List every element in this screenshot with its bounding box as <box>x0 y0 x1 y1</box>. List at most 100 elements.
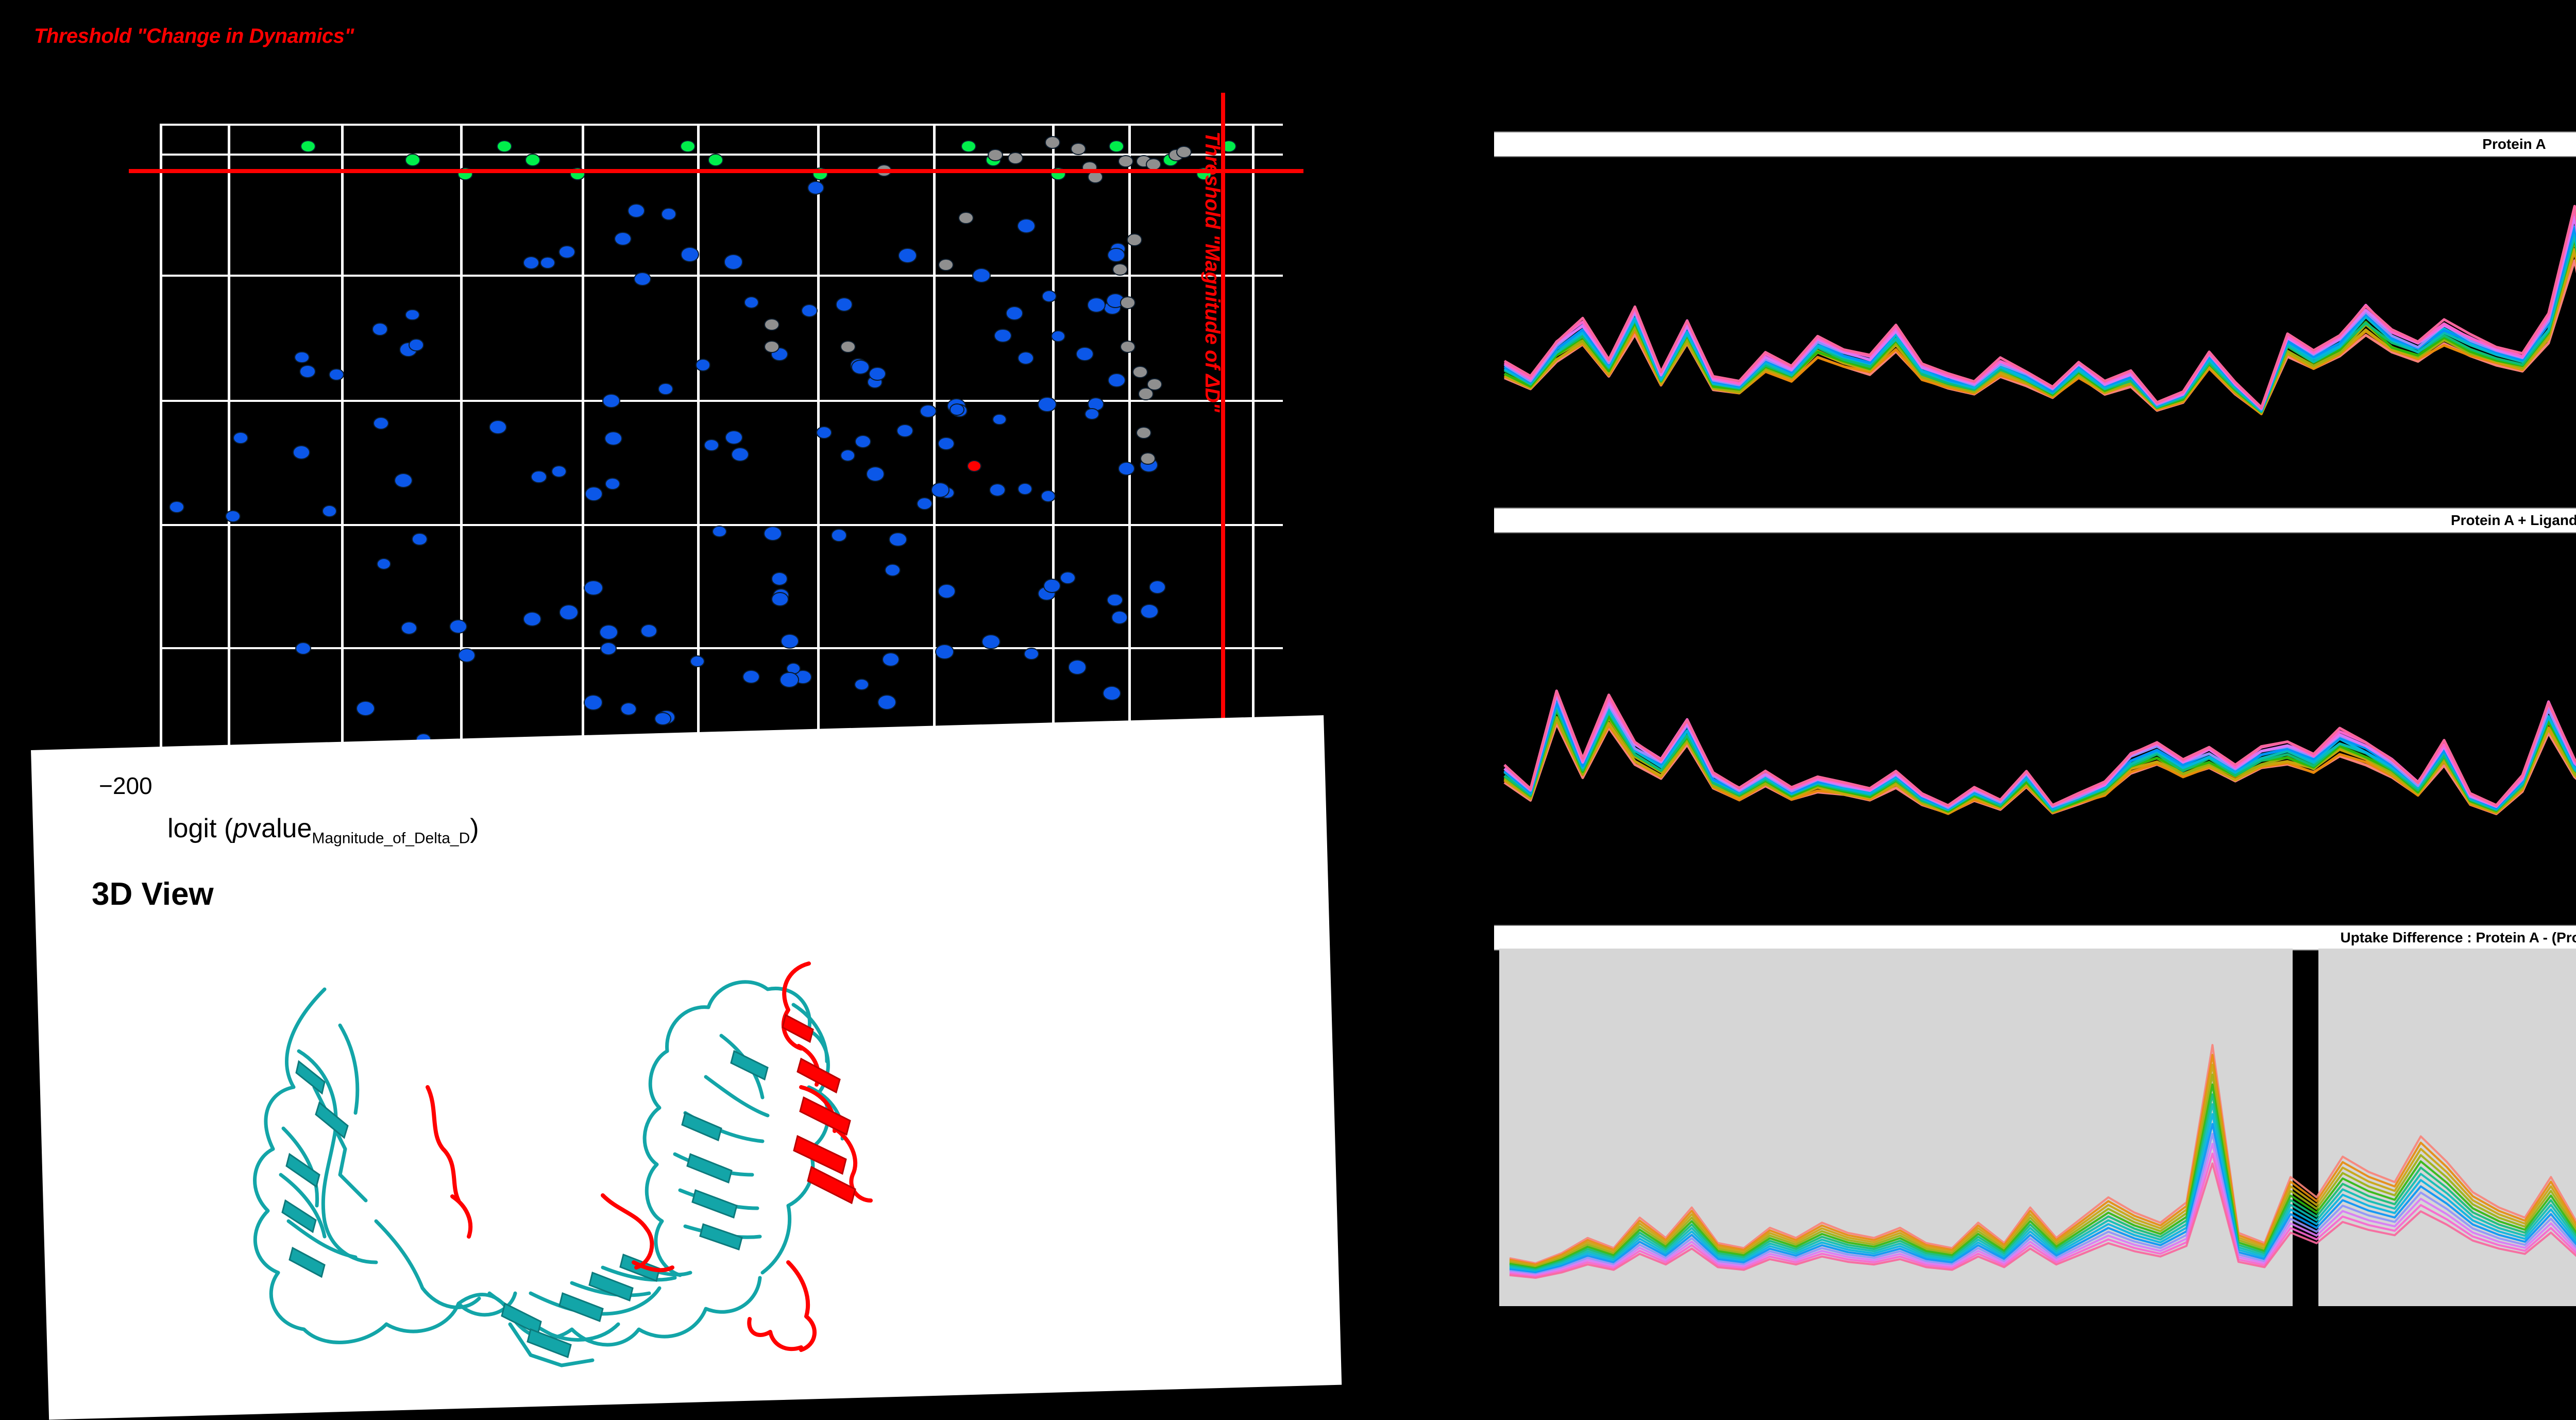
volcano-point[interactable] <box>299 365 316 378</box>
volcano-point[interactable] <box>523 256 540 270</box>
volcano-point[interactable] <box>602 393 620 408</box>
volcano-point[interactable] <box>600 642 617 656</box>
volcano-point[interactable] <box>1117 155 1133 168</box>
volcano-point[interactable] <box>584 486 603 501</box>
volcano-point[interactable] <box>295 641 312 655</box>
volcano-point[interactable] <box>835 297 853 312</box>
volcano-point[interactable] <box>930 482 950 498</box>
volcano-point[interactable] <box>1068 660 1087 675</box>
volcano-point[interactable] <box>938 436 955 451</box>
volcano-point[interactable] <box>294 351 310 364</box>
volcano-point[interactable] <box>531 470 547 484</box>
volcano-point[interactable] <box>1107 593 1123 607</box>
volcano-point[interactable] <box>404 154 420 166</box>
volcano-point[interactable] <box>764 340 780 353</box>
volcano-point[interactable] <box>658 382 673 395</box>
volcano-point[interactable] <box>328 368 345 381</box>
volcano-point[interactable] <box>1112 263 1128 276</box>
volcano-point[interactable] <box>807 180 825 195</box>
volcano-point[interactable] <box>851 360 870 375</box>
volcano-point[interactable] <box>1016 218 1036 233</box>
volcano-point[interactable] <box>551 465 567 478</box>
volcano-point[interactable] <box>937 584 956 599</box>
volcano-point[interactable] <box>919 404 937 418</box>
volcano-point[interactable] <box>695 359 711 371</box>
volcano-point[interactable] <box>1108 373 1126 387</box>
volcano-point[interactable] <box>938 259 954 272</box>
volcano-point[interactable] <box>599 624 618 640</box>
volcano-point[interactable] <box>1109 140 1125 153</box>
volcano-point[interactable] <box>1149 580 1166 595</box>
volcano-point[interactable] <box>1120 340 1136 353</box>
volcano-point[interactable] <box>1136 426 1151 439</box>
volcano-point[interactable] <box>967 460 981 472</box>
volcano-point[interactable] <box>723 254 743 270</box>
volcano-point[interactable] <box>458 648 476 663</box>
volcano-point[interactable] <box>488 419 507 435</box>
volcano-point[interactable] <box>408 338 425 351</box>
volcano-point[interactable] <box>877 694 896 710</box>
volcano-point[interactable] <box>1008 151 1024 165</box>
volcano-point[interactable] <box>960 140 976 153</box>
volcano-point[interactable] <box>743 296 759 309</box>
volcano-point[interactable] <box>604 477 620 490</box>
volcano-point[interactable] <box>994 328 1012 343</box>
volcano-point[interactable] <box>1071 142 1087 155</box>
volcano-point[interactable] <box>882 652 900 667</box>
chart-plot-area[interactable] <box>1494 155 2576 454</box>
protein-structure-render[interactable] <box>170 933 1149 1386</box>
volcano-point[interactable] <box>1120 296 1136 309</box>
volcano-plot-area[interactable] <box>129 93 1303 809</box>
volcano-point[interactable] <box>958 211 974 224</box>
volcano-point[interactable] <box>627 204 645 218</box>
volcano-point[interactable] <box>654 712 671 726</box>
volcano-point[interactable] <box>866 466 885 482</box>
volcano-point[interactable] <box>1127 233 1143 246</box>
volcano-point[interactable] <box>405 309 420 321</box>
volcano-point[interactable] <box>981 634 1001 650</box>
volcano-point[interactable] <box>680 247 700 262</box>
volcano-point[interactable] <box>781 634 800 649</box>
volcano-point[interactable] <box>168 500 184 514</box>
volcano-point[interactable] <box>661 208 677 221</box>
volcano-point[interactable] <box>1111 611 1128 624</box>
volcano-point[interactable] <box>558 604 579 621</box>
volcano-point[interactable] <box>1102 686 1121 701</box>
volcano-point[interactable] <box>897 247 917 263</box>
volcano-point[interactable] <box>412 533 428 546</box>
chart-plot-area[interactable] <box>1494 531 2576 861</box>
volcano-point[interactable] <box>523 611 541 627</box>
volcano-point[interactable] <box>401 621 418 635</box>
volcano-point[interactable] <box>1087 297 1106 313</box>
volcano-point[interactable] <box>372 323 388 336</box>
volcano-point[interactable] <box>854 679 869 691</box>
volcano-point[interactable] <box>816 426 832 439</box>
chart-plot-area[interactable] <box>1494 949 2576 1309</box>
volcano-point[interactable] <box>540 256 556 269</box>
volcano-point[interactable] <box>831 529 848 542</box>
volcano-point[interactable] <box>376 557 392 570</box>
volcano-point[interactable] <box>680 140 696 153</box>
volcano-point[interactable] <box>620 702 637 716</box>
volcano-point[interactable] <box>292 445 310 460</box>
volcano-point[interactable] <box>1045 136 1061 149</box>
volcano-point[interactable] <box>558 245 575 259</box>
volcano-point[interactable] <box>712 525 727 537</box>
volcano-point[interactable] <box>1023 647 1040 661</box>
volcano-point[interactable] <box>771 592 789 606</box>
volcano-point[interactable] <box>731 447 750 462</box>
volcano-point[interactable] <box>449 619 468 634</box>
volcano-point[interactable] <box>801 304 818 318</box>
volcano-point[interactable] <box>703 439 719 452</box>
volcano-point[interactable] <box>1140 452 1156 465</box>
volcano-point[interactable] <box>640 624 658 638</box>
volcano-point[interactable] <box>524 154 540 166</box>
volcano-point[interactable] <box>1051 330 1066 342</box>
volcano-point[interactable] <box>1117 461 1136 476</box>
volcano-point[interactable] <box>840 449 856 462</box>
volcano-point[interactable] <box>840 340 856 353</box>
volcano-point[interactable] <box>1041 290 1057 302</box>
volcano-point[interactable] <box>1006 306 1024 320</box>
volcano-point[interactable] <box>1037 397 1057 412</box>
volcano-point[interactable] <box>1076 346 1094 362</box>
